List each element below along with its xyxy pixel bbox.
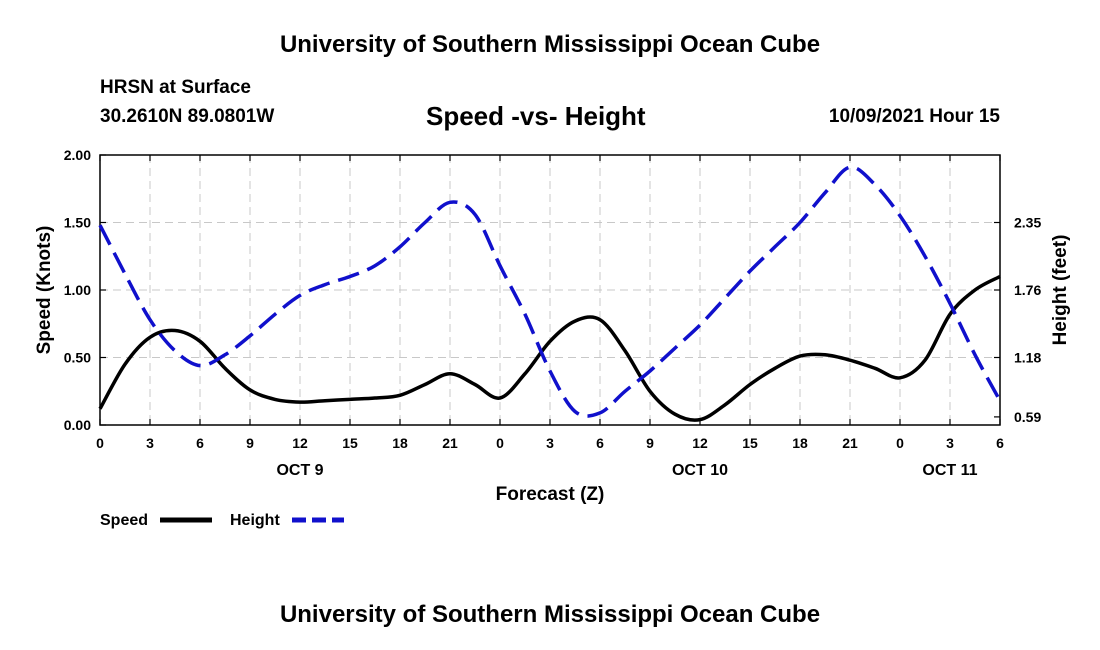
- y-tick-label: 0.00: [64, 417, 91, 433]
- forecast-datetime: 10/09/2021 Hour 15: [828, 106, 1000, 127]
- x-tick-label: 3: [946, 435, 954, 451]
- station-label: HRSN at Surface: [100, 77, 251, 98]
- y-tick-label: 1.50: [64, 215, 91, 231]
- x-axis-label: Forecast (Z): [496, 484, 605, 505]
- height-series-line: [98, 165, 1002, 418]
- axis-ticks: 0 3 6 9 12 15 18 21 0 3 6 9 12 15 18 21 0 3 6 0.00 0.50 1.00 1…: [64, 147, 1042, 479]
- y2-tick-label: 2.35: [1014, 215, 1041, 231]
- x-tick-label: 6: [996, 435, 1004, 451]
- x-tick-label: 18: [392, 435, 408, 451]
- y2-tick-label: 1.18: [1014, 350, 1041, 366]
- x-tick-label: 6: [596, 435, 604, 451]
- y-axis-label: Speed (Knots): [34, 226, 55, 355]
- x-tick-label: 9: [646, 435, 654, 451]
- x-tick-label: 3: [546, 435, 554, 451]
- chart-legend: Speed Height: [100, 512, 344, 529]
- station-coordinates: 30.2610N 89.0801W: [100, 106, 275, 127]
- x-tick-label: 15: [342, 435, 358, 451]
- x-tick-label: 21: [842, 435, 858, 451]
- y2-tick-label: 1.76: [1014, 282, 1041, 298]
- date-label: OCT 10: [672, 462, 728, 479]
- y2-axis-label: Height (feet): [1050, 235, 1071, 346]
- x-tick-label: 18: [792, 435, 808, 451]
- speed-height-chart: 0 3 6 9 12 15 18 21 0 3 6 9 12 15 18 21 0 3 6 0.00 0.50 1.00 1…: [34, 147, 1071, 529]
- x-tick-label: 15: [742, 435, 758, 451]
- chart-title-top: University of Southern Mississippi Ocean…: [279, 31, 821, 58]
- x-tick-label: 0: [96, 435, 104, 451]
- y-tick-label: 2.00: [64, 147, 91, 163]
- speed-series-line: [98, 274, 1001, 422]
- x-tick-label: 0: [496, 435, 504, 451]
- chart-subtitle: Speed -vs- Height: [426, 101, 646, 131]
- y2-tick-label: 0.59: [1014, 409, 1041, 425]
- grid-lines: [100, 155, 1000, 425]
- x-tick-label: 12: [692, 435, 708, 451]
- x-tick-label: 12: [292, 435, 308, 451]
- date-label: OCT 9: [276, 462, 323, 479]
- x-tick-label: 0: [896, 435, 904, 451]
- y-tick-label: 0.50: [64, 350, 91, 366]
- date-label: OCT 11: [922, 462, 977, 479]
- x-tick-label: 21: [442, 435, 458, 451]
- x-tick-label: 6: [196, 435, 204, 451]
- x-tick-label: 9: [246, 435, 254, 451]
- x-tick-label: 3: [146, 435, 154, 451]
- y-tick-label: 1.00: [64, 282, 91, 298]
- legend-speed-label: Speed: [100, 512, 148, 529]
- chart-title-bottom: University of Southern Mississippi Ocean…: [279, 601, 821, 628]
- legend-height-label: Height: [230, 512, 280, 529]
